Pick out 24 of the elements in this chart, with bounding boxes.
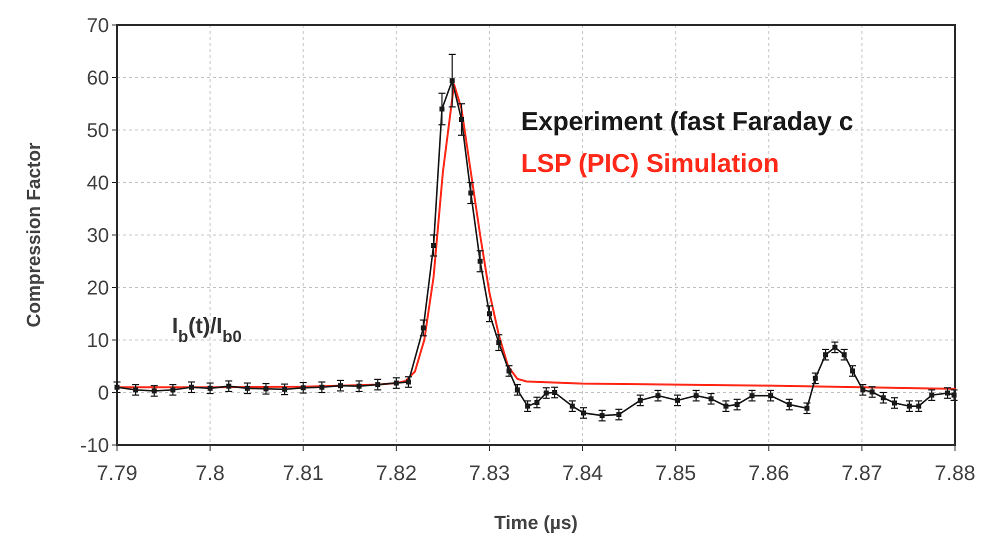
y-tick-label: 20: [86, 278, 109, 300]
x-tick-label: 7.88: [934, 462, 976, 485]
text: Experiment (fast Faraday c: [521, 106, 854, 136]
y-tick-label: 60: [86, 68, 109, 90]
x-tick-label: 7.83: [469, 462, 510, 485]
y-tick-label: -10: [80, 435, 109, 457]
annotation: I$_{b}$(t)/I$_{b0}$: [172, 313, 242, 346]
y-tick-label: 70: [86, 15, 109, 37]
x-tick-label: 7.79: [96, 462, 138, 485]
series-label: LSP (PIC) Simulation: [521, 148, 780, 178]
x-tick-label: 7.87: [841, 462, 882, 485]
x-tick-label: 7.84: [562, 462, 604, 485]
x-axis-title: Time (µs): [494, 513, 578, 534]
y-axis-title: Compression Factor: [24, 142, 45, 328]
x-tick-label: 7.81: [282, 462, 324, 485]
y-tick-label: 0: [98, 382, 109, 404]
y-tick-label: 50: [86, 120, 109, 142]
y-tick-label: 40: [86, 172, 109, 194]
y-tick-label: 30: [86, 225, 109, 247]
x-tick-label: 7.85: [655, 462, 696, 485]
x-tick-label: 7.82: [376, 462, 417, 485]
x-tick-label: 7.8: [196, 462, 225, 485]
x-tick-label: 7.86: [748, 462, 790, 485]
y-tick-label: 10: [86, 330, 109, 352]
